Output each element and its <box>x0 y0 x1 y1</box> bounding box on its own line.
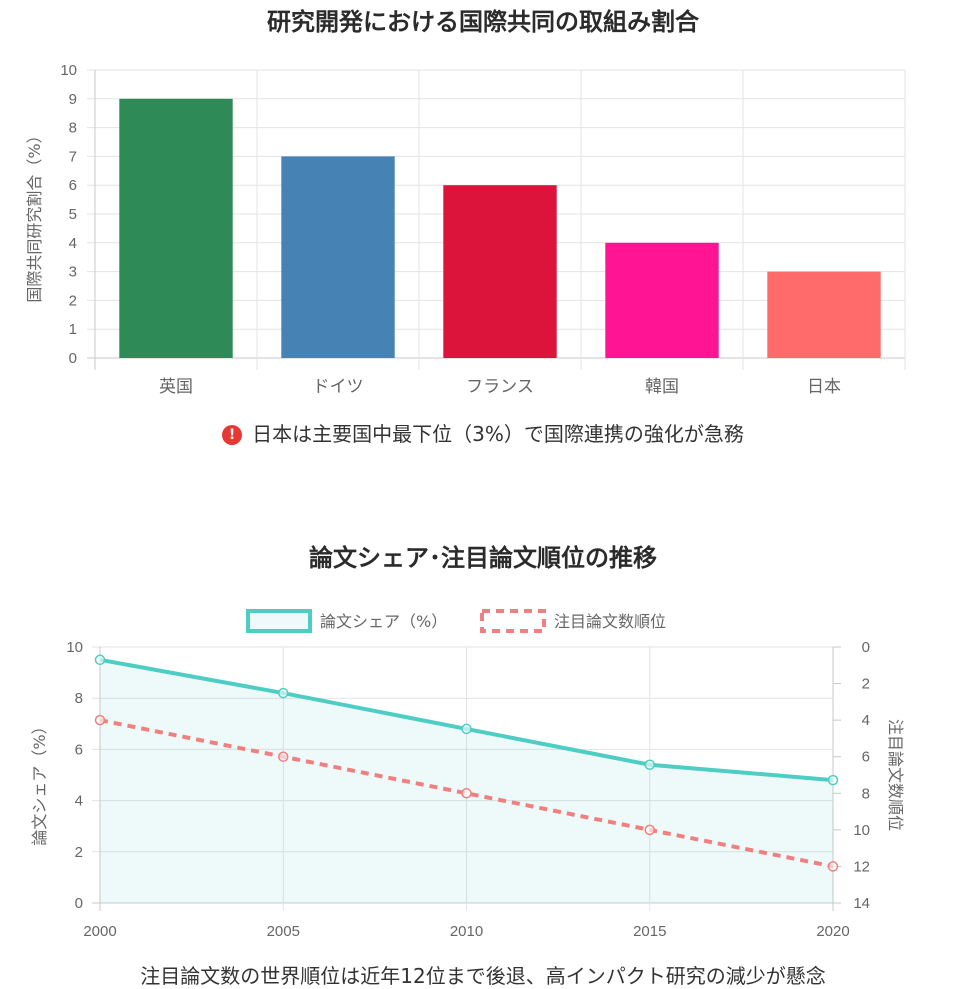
bar-chart-y-tick-label: 8 <box>69 120 77 137</box>
legend-label-2: 注目論文数順位 <box>554 612 666 631</box>
line-chart-x-tick-label: 2005 <box>267 923 300 940</box>
line-chart-series <box>94 654 839 903</box>
bar-chart-y-tick-label: 10 <box>60 62 77 79</box>
line-chart-y2-tick-label: 12 <box>853 858 870 875</box>
bar-chart-bars <box>119 98 881 359</box>
bar-chart-category-label: 日本 <box>807 377 841 397</box>
bar-chart-y-tick-label: 9 <box>69 91 77 108</box>
bar-1 <box>119 98 233 359</box>
line-chart-y2-tick-label: 8 <box>862 785 870 802</box>
bar-chart-category-label: 英国 <box>159 377 193 397</box>
line-chart-y-tick-label: 0 <box>75 895 83 912</box>
line-chart-y-axis-label: 論文シェア（%） <box>30 718 49 845</box>
bar-chart-y-tick-label: 6 <box>69 177 77 194</box>
series-area-1 <box>100 659 833 903</box>
series-1-point <box>278 687 289 699</box>
series-line-2 <box>99 718 834 869</box>
series-1-point <box>94 654 106 666</box>
bar-2 <box>281 156 395 358</box>
exclamation-circle-icon: ! <box>222 425 243 445</box>
line-chart-x-tick-label: 2020 <box>816 923 849 940</box>
line-chart-note: 注目論文数の世界順位は近年12位まで後退、高インパクト研究の減少が懸念 <box>140 964 826 988</box>
line-chart-y-tick-label: 2 <box>75 844 83 861</box>
line-chart-x-tick-label: 2010 <box>450 923 483 940</box>
line-chart-y-tick-label: 4 <box>75 793 83 810</box>
bar-chart-y-tick-label: 0 <box>69 350 77 367</box>
bar-chart-y-tick-label: 1 <box>69 321 77 338</box>
series-2-point <box>827 861 839 872</box>
bar-chart-y-tick-label: 7 <box>69 148 77 165</box>
bar-chart-category-label: フランス <box>466 377 534 397</box>
bar-chart-category-label: ドイツ <box>313 377 364 397</box>
series-1-point <box>827 774 839 786</box>
line-chart-title: 論文シェア･注目論文順位の推移 <box>309 544 657 572</box>
bar-chart-y-tick-label: 4 <box>69 235 77 252</box>
bar-4 <box>605 242 719 358</box>
series-1-point <box>644 759 655 771</box>
line-chart-y2-tick-label: 6 <box>862 749 870 766</box>
series-2-point <box>278 751 289 762</box>
line-chart-x-tick-label: 2015 <box>633 923 666 940</box>
bar-chart-category-label: 韓国 <box>645 377 679 397</box>
line-chart-y-tick-label: 6 <box>75 741 83 758</box>
series-1-point <box>461 723 472 735</box>
bar-chart-y-tick-label: 2 <box>69 292 77 309</box>
line-chart-y2-axis-label: 注目論文数順位 <box>886 719 905 831</box>
series-2-point <box>94 714 106 726</box>
bar-chart-note-text: 日本は主要国中最下位（3%）で国際連携の強化が急務 <box>252 422 744 446</box>
line-chart-x-tick-label: 2000 <box>83 923 116 940</box>
line-chart-y2-tick-label: 2 <box>862 676 870 693</box>
line-chart-axes: 0 2 4 6 8 10 0 2 4 6 8 10 12 14 2000 2005 2010 2015 2020 <box>66 639 870 940</box>
bar-chart-y-axis-label: 国際共同研究割合（%） <box>25 127 44 302</box>
bar-chart-title: 研究開発における国際共同の取組み割合 <box>267 8 699 36</box>
bar-chart-y-tick-label: 5 <box>69 206 77 223</box>
bar-chart-note: ! 日本は主要国中最下位（3%）で国際連携の強化が急務 <box>0 418 966 447</box>
bar-3 <box>443 185 557 358</box>
series-2-point <box>644 824 655 836</box>
line-chart-y2-tick-label: 10 <box>853 822 870 839</box>
bar-chart-y-tick-label: 3 <box>69 264 77 281</box>
bar-chart-axes: 0 1 2 3 4 5 6 7 8 9 10 英国 ドイツ フランス 韓国 日本 <box>60 62 841 397</box>
line-chart-y-tick-label: 8 <box>75 690 83 707</box>
line-chart-grid <box>92 646 841 911</box>
line-chart-y2-tick-label: 14 <box>853 895 870 912</box>
line-chart-y2-tick-label: 4 <box>862 712 870 729</box>
bar-5 <box>767 271 881 358</box>
series-2-point <box>461 788 472 799</box>
line-chart-y2-tick-label: 0 <box>862 639 870 656</box>
legend-label-1: 論文シェア（%） <box>320 612 447 631</box>
line-chart-y-tick-label: 10 <box>66 639 83 656</box>
line-chart-legend: 論文シェア（%） 注目論文数順位 <box>246 609 666 633</box>
legend-swatch-2 <box>480 609 546 633</box>
legend-swatch-1 <box>246 609 312 633</box>
